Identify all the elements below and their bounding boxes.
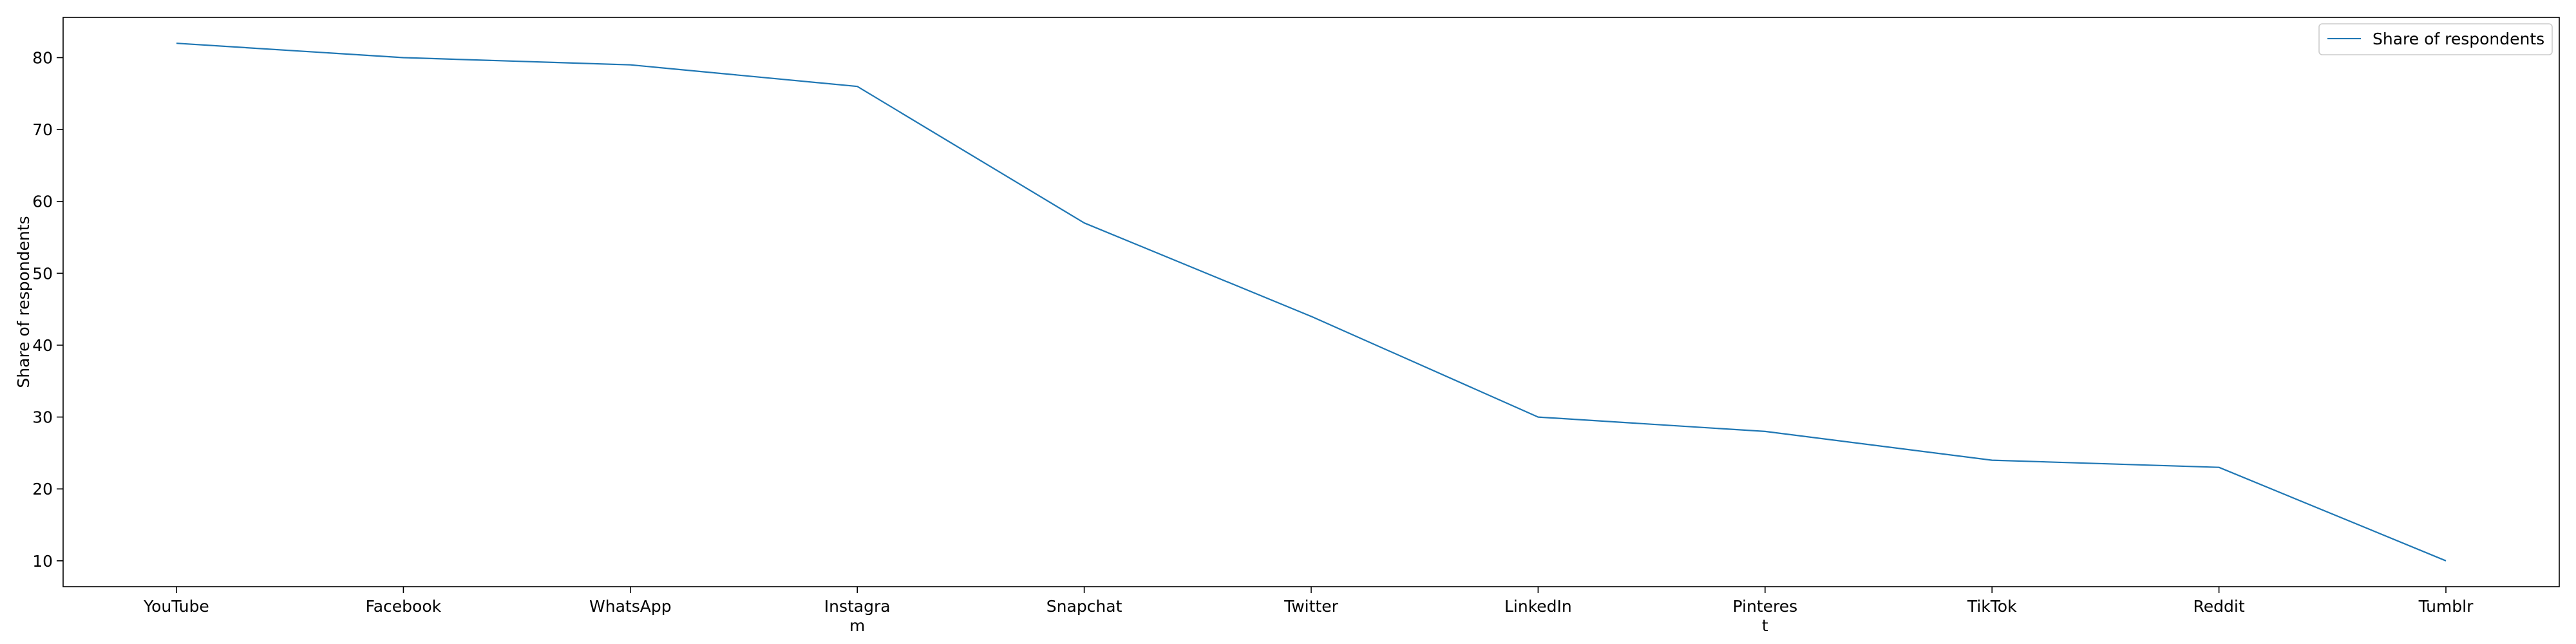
y-tick-label: 80	[32, 49, 53, 68]
y-tick-label: 70	[32, 120, 53, 139]
x-tick-label: TikTok	[1967, 597, 2017, 616]
y-tick-label: 60	[32, 193, 53, 211]
x-tick-label: YouTube	[143, 597, 209, 616]
x-tick-label: Tumblr	[2418, 597, 2474, 616]
x-axis: YouTube Facebook WhatsApp Instagra m Snapchat…	[143, 587, 2474, 635]
y-axis-title: Share of respondents	[14, 216, 33, 388]
x-tick-label: Pinteres t	[1732, 597, 1797, 635]
legend-frame	[2318, 23, 2553, 55]
y-tick-label: 30	[32, 408, 53, 427]
y-tick-label: 20	[32, 480, 53, 498]
y-axis: 10 20 30 40 50 60 70 80	[32, 49, 63, 571]
series-layer	[176, 43, 2447, 562]
x-tick-label: LinkedIn	[1504, 597, 1572, 616]
x-tick-label: Instagra m	[824, 597, 891, 635]
x-tick-label: Facebook	[366, 597, 442, 616]
x-tick-label: Snapchat	[1046, 597, 1122, 616]
x-tick-label: Twitter	[1283, 597, 1339, 616]
x-tick-label: Reddit	[2193, 597, 2245, 616]
legend: Share of respondents	[2318, 23, 2553, 55]
series-line	[176, 43, 2447, 562]
legend-label: Share of respondents	[2372, 30, 2544, 48]
y-tick-label: 50	[32, 264, 53, 283]
y-tick-label: 10	[32, 552, 53, 571]
plot-frame	[62, 17, 2560, 587]
y-tick-label: 40	[32, 336, 53, 355]
x-tick-label: WhatsApp	[589, 597, 672, 616]
